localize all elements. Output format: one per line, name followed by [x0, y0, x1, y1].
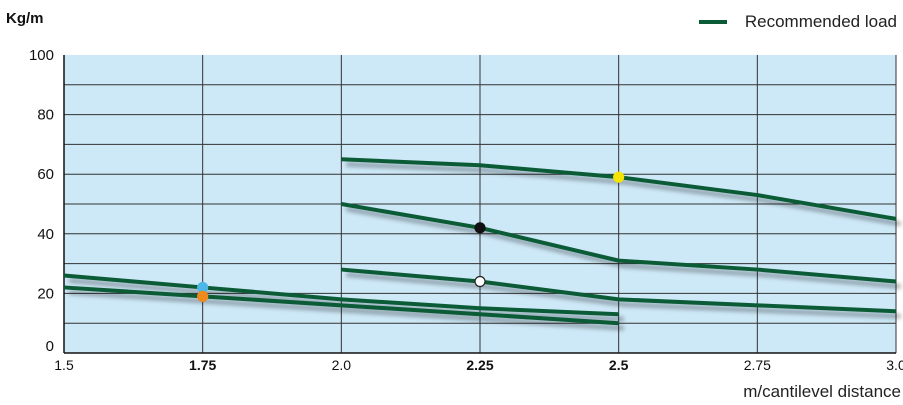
- x-tick-label: 1.75: [189, 357, 216, 373]
- series-line-shadow: [346, 272, 902, 319]
- series-line-shadow: [345, 207, 902, 289]
- series-line-5: [63, 285, 619, 326]
- data-point-marker: [613, 171, 625, 183]
- data-point-marker: [197, 290, 209, 302]
- data-point-marker: [474, 222, 486, 234]
- legend-swatch: [698, 20, 727, 24]
- x-tick-label: 2.75: [744, 357, 771, 373]
- x-tick-label: 3.0: [886, 357, 903, 373]
- series-line-4: [63, 273, 619, 317]
- series-line-shadow: [346, 162, 902, 226]
- y-axis-title: Kg/m: [6, 10, 44, 27]
- y-tick-label: 0: [46, 338, 54, 355]
- series-line-2: [340, 202, 897, 284]
- series-line-3: [341, 267, 897, 314]
- series-line-shadow: [68, 290, 624, 331]
- x-tick-label: 1.5: [54, 357, 74, 373]
- x-tick-label: 2.25: [466, 357, 493, 373]
- legend: Recommended load: [698, 12, 897, 32]
- data-point-marker: [474, 275, 486, 288]
- x-tick-label: 2.0: [332, 357, 352, 373]
- x-axis-title: m/cantilevel distance: [743, 382, 901, 401]
- y-tick-label: 100: [29, 47, 54, 64]
- y-tick-label: 60: [37, 166, 54, 183]
- legend-label: Recommended load: [744, 12, 897, 31]
- y-tick-label: 80: [37, 107, 54, 124]
- x-tick-label: 2.5: [609, 357, 629, 373]
- y-tick-label: 20: [37, 285, 54, 302]
- y-tick-label: 40: [37, 226, 54, 243]
